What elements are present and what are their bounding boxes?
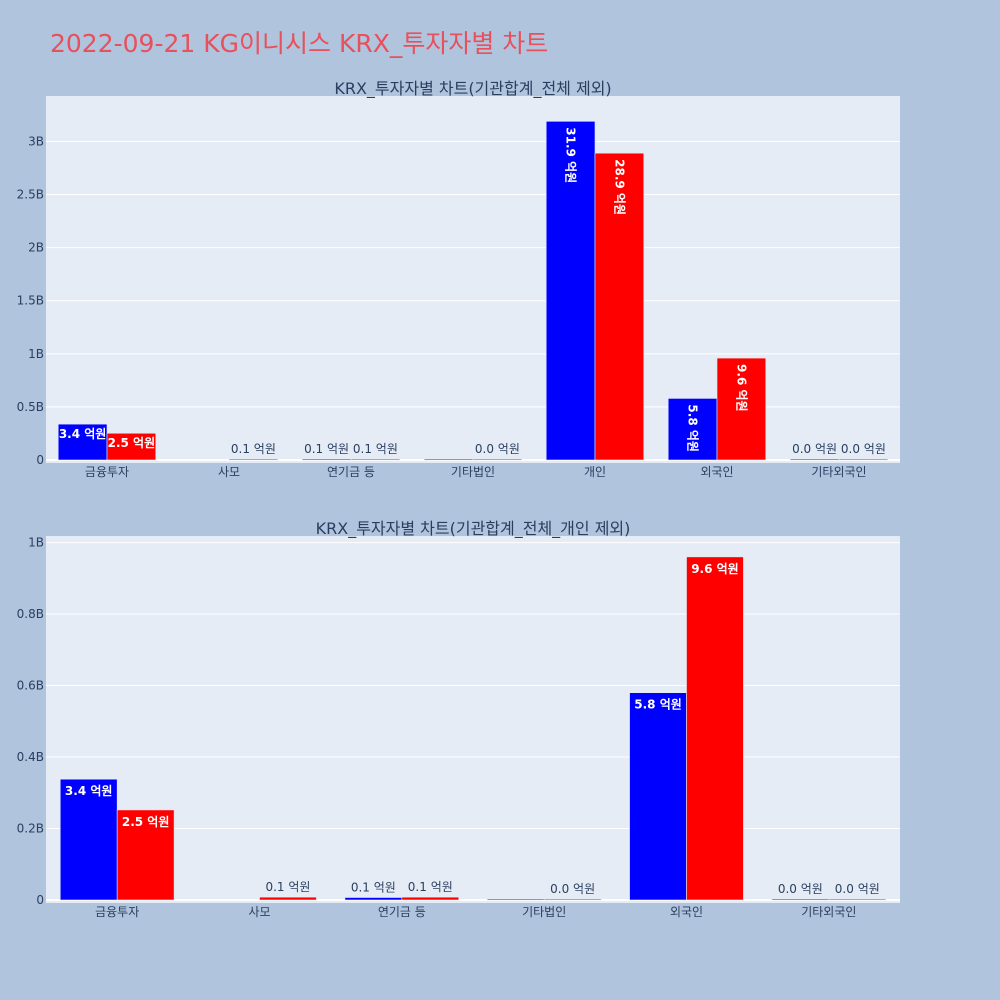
data-label: 5.8 억원 bbox=[634, 698, 682, 712]
x-tick-label: 금융투자 bbox=[85, 465, 129, 479]
y-tick-label: 0.6B bbox=[17, 679, 44, 693]
bar bbox=[228, 458, 279, 461]
bar bbox=[716, 357, 767, 461]
y-tick-label: 0 bbox=[36, 453, 44, 467]
bar bbox=[594, 152, 645, 461]
y-tick-label: 1.5B bbox=[17, 294, 44, 308]
x-tick-label: 외국인 bbox=[670, 905, 703, 919]
bar bbox=[667, 398, 718, 461]
y-tick-label: 2B bbox=[28, 241, 44, 255]
data-label: 0.0 억원 bbox=[778, 882, 823, 896]
data-label: 3.4 억원 bbox=[65, 784, 113, 798]
data-label: 9.6 억원 bbox=[734, 364, 748, 412]
bar bbox=[545, 120, 596, 461]
data-label: 0.1 억원 bbox=[265, 880, 310, 894]
y-tick-label: 0.5B bbox=[17, 400, 44, 414]
bar bbox=[686, 556, 744, 901]
x-tick-label: 기타외국인 bbox=[801, 905, 856, 919]
bar bbox=[629, 692, 687, 901]
bar bbox=[301, 458, 352, 461]
x-tick-label: 금융투자 bbox=[95, 905, 139, 919]
data-label: 31.9 억원 bbox=[564, 127, 578, 183]
data-label: 0.0 억원 bbox=[792, 442, 837, 456]
data-label: 3.4 억원 bbox=[59, 427, 107, 441]
data-label: 0.0 억원 bbox=[475, 442, 520, 456]
data-label: 28.9 억원 bbox=[612, 159, 626, 215]
data-label: 0.0 억원 bbox=[550, 882, 595, 896]
bar bbox=[106, 432, 157, 461]
x-tick-label: 연기금 등 bbox=[378, 905, 426, 919]
x-tick-label: 개인 bbox=[584, 465, 606, 479]
plot-area-2 bbox=[46, 536, 900, 903]
y-tick-label: 0.8B bbox=[17, 607, 44, 621]
x-tick-label: 기타외국인 bbox=[811, 465, 866, 479]
data-label: 0.1 억원 bbox=[351, 880, 396, 894]
bar bbox=[771, 898, 830, 901]
bar bbox=[59, 778, 118, 901]
data-label: 9.6 억원 bbox=[691, 562, 739, 576]
bar bbox=[789, 458, 840, 461]
y-tick-label: 0 bbox=[36, 893, 44, 907]
bar bbox=[350, 458, 401, 461]
bar bbox=[486, 898, 545, 901]
y-tick-label: 1B bbox=[28, 536, 44, 550]
bar bbox=[472, 458, 523, 461]
data-label: 2.5 억원 bbox=[122, 815, 170, 829]
bar bbox=[401, 896, 460, 901]
bar bbox=[259, 896, 317, 901]
data-label: 0.0 억원 bbox=[841, 442, 886, 456]
bar bbox=[423, 458, 474, 461]
page-title: 2022-09-21 KG이니시스 KRX_투자자별 차트 bbox=[50, 29, 549, 58]
x-tick-label: 사모 bbox=[248, 905, 270, 919]
y-tick-label: 0.2B bbox=[17, 822, 44, 836]
chart-title-1: KRX_투자자별 차트(기관합계_전체 제외) bbox=[334, 79, 611, 99]
data-label: 0.1 억원 bbox=[353, 442, 398, 456]
plot-area-1 bbox=[46, 96, 900, 463]
y-tick-label: 2.5B bbox=[17, 188, 44, 202]
chart-title-2: KRX_투자자별 차트(기관합계_전체_개인 제외) bbox=[316, 519, 631, 539]
x-tick-label: 연기금 등 bbox=[327, 465, 375, 479]
data-label: 0.0 억원 bbox=[835, 882, 880, 896]
bar bbox=[116, 809, 175, 901]
bar bbox=[828, 898, 887, 901]
bar bbox=[838, 458, 889, 461]
data-label: 2.5 억원 bbox=[108, 436, 156, 450]
data-label: 0.1 억원 bbox=[408, 880, 453, 894]
y-tick-label: 0.4B bbox=[17, 750, 44, 764]
x-tick-label: 기타법인 bbox=[451, 465, 495, 479]
bar bbox=[344, 897, 403, 901]
y-tick-label: 3B bbox=[28, 134, 44, 148]
x-tick-label: 사모 bbox=[218, 465, 240, 479]
bar bbox=[543, 898, 602, 901]
data-label: 0.1 억원 bbox=[231, 442, 276, 456]
x-tick-label: 기타법인 bbox=[522, 905, 566, 919]
data-label: 0.1 억원 bbox=[304, 442, 349, 456]
x-tick-label: 외국인 bbox=[700, 465, 733, 479]
y-tick-label: 1B bbox=[28, 347, 44, 361]
data-label: 5.8 억원 bbox=[686, 404, 700, 452]
